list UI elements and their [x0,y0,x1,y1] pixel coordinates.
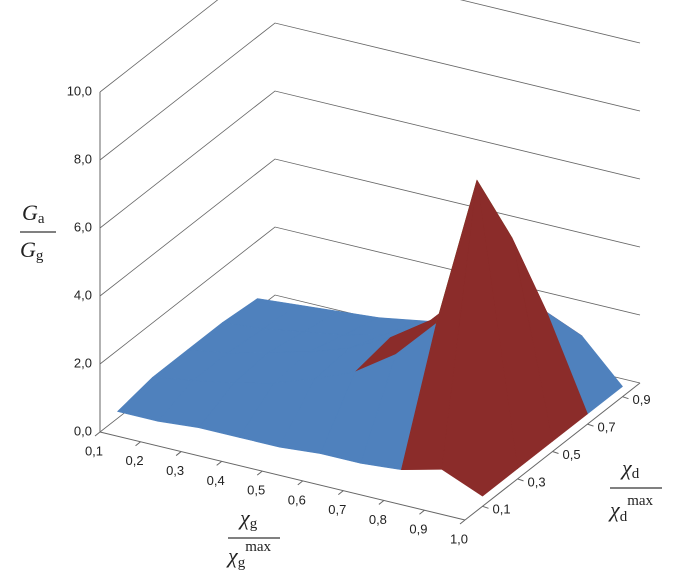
x-label-sub: g [250,516,258,532]
x-tick [297,480,304,486]
grid-line [99,90,641,229]
x-tick [94,431,101,437]
z-label-top: Ga [22,200,45,227]
x-tick [135,441,141,447]
z-label-base: G [22,200,38,225]
y-label-sub: d [620,509,628,525]
x-tick [338,490,344,496]
grid-line [99,22,641,161]
y-tick [517,478,524,482]
y-label-base: χ [620,455,633,480]
y-label-sup: max [627,493,653,509]
z-label-sub: a [38,211,45,227]
y-label-base: χ [608,497,621,522]
x-tick-label: 0,1 [85,443,103,458]
x-tick-label: 0,2 [126,453,144,468]
z-tick-label: 4,0 [74,287,92,302]
z-label-base: G [20,237,36,262]
y-tick-label: 0,7 [598,420,616,435]
y-tick-label: 0,1 [493,502,511,517]
z-tick-label: 8,0 [74,151,92,166]
y-tick [587,423,594,427]
y-label-sub: d [632,466,640,482]
grid-line [99,158,641,297]
z-tick-label: 2,0 [74,355,92,370]
x-tick-label: 0,3 [166,463,184,478]
y-tick-label: 0,3 [528,474,546,489]
x-axis [99,431,466,521]
z-tick-label: 0,0 [74,423,92,438]
x-tick [175,451,182,456]
x-tick [459,519,466,525]
x-tick-label: 0,9 [409,522,427,537]
x-tick [216,460,222,466]
x-label-base: χ [238,505,251,530]
x-label-top: χg [238,505,258,532]
x-label-sup: max [245,539,271,555]
y-tick-label: 0,9 [633,392,651,407]
x-label-base: χ [226,543,239,568]
z-tick-label: 10,0 [67,83,92,98]
grid-line [99,0,641,93]
surface-cell [441,179,518,497]
x-tick-label: 0,4 [207,473,225,488]
z-label-bottom: Gg [20,237,44,264]
x-tick-label: 0,8 [369,512,387,527]
x-tick [378,500,385,505]
z-tick-label: 6,0 [74,219,92,234]
y-label-bottom: χdmax [608,493,654,525]
y-tick-label: 0,5 [563,447,581,462]
y-tick [622,396,629,400]
y-tick [552,451,559,454]
y-label-top: χd [620,455,640,482]
x-label-bottom: χgmax [226,539,272,571]
surface [117,179,623,497]
x-tick-label: 0,7 [328,502,346,517]
x-tick-label: 1,0 [450,531,468,546]
y-tick [482,505,489,509]
x-tick-label: 0,5 [247,483,265,498]
x-tick [419,509,425,515]
x-tick-label: 0,6 [288,492,306,507]
x-label-sub: g [238,555,246,571]
x-tick [256,470,263,476]
z-label-sub: g [36,248,44,264]
axes: 0,0 2,0 4,0 6,0 8,0 10,0 0,1 0,2 0,3 0,4 0,5 0,6 0,7… [67,83,651,546]
